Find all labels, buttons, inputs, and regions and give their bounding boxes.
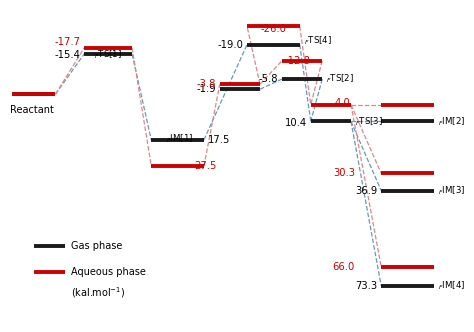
Text: -3.8: -3.8 bbox=[197, 79, 216, 89]
Text: 66.0: 66.0 bbox=[333, 262, 355, 272]
Text: $_F$IM[1]: $_F$IM[1] bbox=[166, 132, 194, 145]
Text: $_F$IM[2]: $_F$IM[2] bbox=[438, 115, 465, 127]
Text: Gas phase: Gas phase bbox=[71, 241, 123, 251]
Text: 10.4: 10.4 bbox=[285, 118, 307, 127]
Text: 27.5: 27.5 bbox=[194, 161, 217, 171]
Text: -26.0: -26.0 bbox=[260, 24, 286, 34]
Text: $_F$TS[3]: $_F$TS[3] bbox=[355, 115, 383, 127]
Text: $_F$TS[4]: $_F$TS[4] bbox=[303, 35, 332, 47]
Text: $_F$IM[3]: $_F$IM[3] bbox=[438, 184, 465, 197]
Text: -19.0: -19.0 bbox=[218, 40, 243, 49]
Text: -5.8: -5.8 bbox=[259, 74, 278, 84]
Text: -15.4: -15.4 bbox=[55, 50, 81, 60]
Text: 30.3: 30.3 bbox=[333, 168, 355, 178]
Text: Reactant: Reactant bbox=[10, 105, 54, 115]
Text: 4.0: 4.0 bbox=[334, 98, 350, 108]
Text: Aqueous phase: Aqueous phase bbox=[71, 267, 146, 277]
Text: -17.7: -17.7 bbox=[55, 37, 81, 47]
Text: 36.9: 36.9 bbox=[355, 186, 377, 196]
Text: 73.3: 73.3 bbox=[355, 281, 377, 290]
Text: $_F$TS[1]: $_F$TS[1] bbox=[94, 48, 122, 61]
Text: $_F$IM[4]: $_F$IM[4] bbox=[438, 279, 465, 292]
Text: (kal.mol$^{-1}$): (kal.mol$^{-1}$) bbox=[71, 285, 126, 300]
Text: $_F$TS[2]: $_F$TS[2] bbox=[326, 73, 354, 85]
Text: 17.5: 17.5 bbox=[208, 135, 230, 145]
Text: -1.9: -1.9 bbox=[196, 84, 216, 94]
Text: -12.8: -12.8 bbox=[284, 56, 310, 66]
